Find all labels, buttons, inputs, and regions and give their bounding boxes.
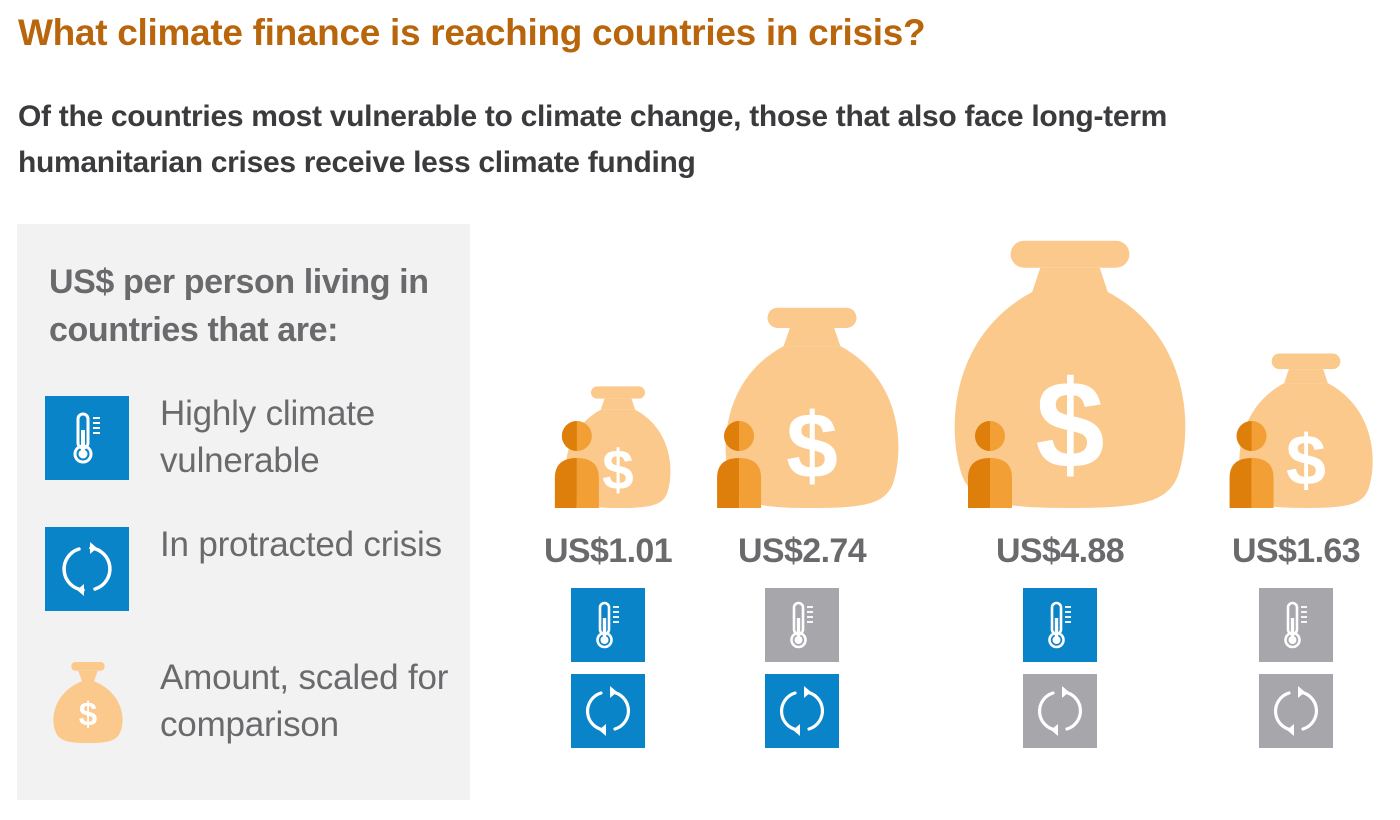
value-label-1: US$1.01 bbox=[544, 532, 672, 570]
bar-group-1: $ US$1.01 bbox=[544, 386, 673, 748]
legend-label-amount: Amount, scaled for comparison bbox=[160, 658, 449, 744]
thermometer-icon bbox=[1259, 588, 1333, 662]
money-bag-2: $ bbox=[725, 307, 899, 508]
svg-text:$: $ bbox=[1035, 357, 1104, 495]
legend-item-amount: $ Amount, scaled for comparison bbox=[45, 658, 465, 760]
cycle-arrows-icon bbox=[571, 674, 645, 748]
legend-heading: US$ per person living in countries that … bbox=[49, 263, 429, 349]
bar-group-4: $ US$1.63 bbox=[1229, 353, 1373, 748]
legend-item-protracted-crisis: In protracted crisis bbox=[45, 525, 465, 627]
page-title: What climate finance is reaching countri… bbox=[18, 12, 926, 53]
value-label-2: US$2.74 bbox=[738, 532, 867, 570]
bar-group-3: $ US$4.88 bbox=[954, 240, 1186, 748]
svg-text:$: $ bbox=[602, 439, 633, 502]
page-subtitle: Of the countries most vulnerable to clim… bbox=[18, 100, 1167, 179]
money-bag-chart: $ US$1.01 $ US$2.74 $ US$4.88 $ US$1.63 bbox=[544, 240, 1373, 748]
cycle-arrows-icon bbox=[45, 527, 129, 611]
cycle-arrows-icon bbox=[1259, 674, 1333, 748]
cycle-arrows-icon bbox=[765, 674, 839, 748]
thermometer-icon bbox=[571, 588, 645, 662]
value-label-4: US$1.63 bbox=[1232, 532, 1360, 570]
money-bag-3: $ bbox=[954, 240, 1186, 508]
bar-group-2: $ US$2.74 bbox=[717, 307, 899, 748]
svg-text:$: $ bbox=[1286, 421, 1326, 501]
thermometer-icon bbox=[765, 588, 839, 662]
legend-panel: US$ per person living in countries that … bbox=[17, 224, 470, 800]
cycle-arrows-icon bbox=[1023, 674, 1097, 748]
money-bag-icon: $ bbox=[53, 661, 123, 744]
value-label-3: US$4.88 bbox=[996, 532, 1124, 570]
thermometer-icon bbox=[1023, 588, 1097, 662]
legend-item-climate-vulnerable: Highly climate vulnerable bbox=[45, 394, 465, 496]
svg-text:$: $ bbox=[79, 696, 97, 733]
legend-label-climate-vulnerable: Highly climate vulnerable bbox=[160, 394, 376, 480]
svg-text:$: $ bbox=[786, 394, 838, 498]
thermometer-icon bbox=[45, 396, 129, 480]
legend-label-protracted-crisis: In protracted crisis bbox=[160, 525, 442, 564]
